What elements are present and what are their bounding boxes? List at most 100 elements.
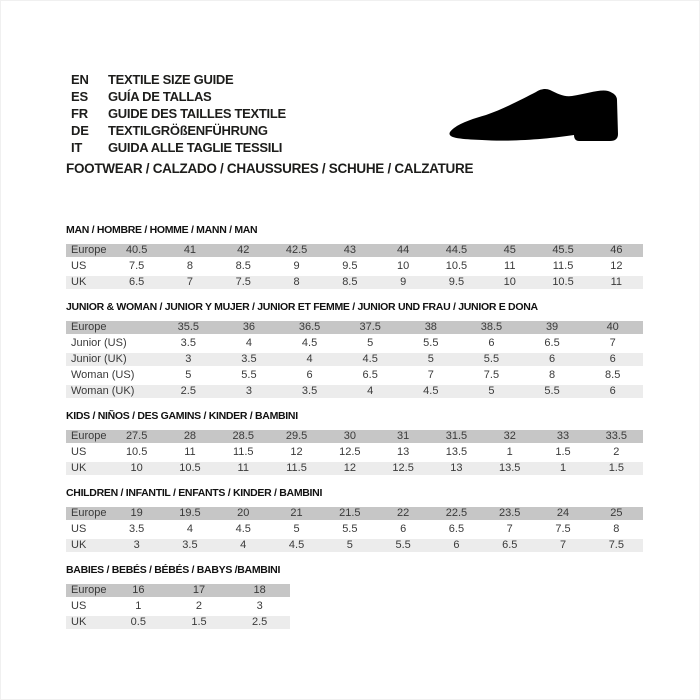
size-cell: 7: [483, 523, 537, 536]
table-row: UK 3 3.5 4 4.5 5 5.5 6 6.5 7 7.5: [66, 539, 643, 552]
size-cell: 44: [376, 244, 430, 257]
size-cell: 9.5: [429, 276, 484, 289]
row-label: Woman (US): [66, 369, 158, 382]
size-cell: 27.5: [110, 430, 164, 443]
size-cell: 9: [269, 260, 324, 273]
size-cell: 13: [376, 446, 430, 459]
section-title-junior-woman: JUNIOR & WOMAN / JUNIOR Y MUJER / JUNIOR…: [66, 301, 538, 313]
size-cell: 6: [279, 369, 340, 382]
row-label: Europe: [66, 507, 110, 520]
size-cell: 4: [216, 539, 270, 552]
size-cell: 42.5: [269, 244, 324, 257]
lang-text: TEXTILGRÖßENFÜHRUNG: [108, 123, 268, 138]
size-cell: 33.5: [589, 430, 643, 443]
section-babies: BABIES / BEBÉS / BÉBÉS / BABYS /BAMBINI …: [66, 564, 699, 632]
row-label: US: [66, 446, 110, 459]
size-cell: 5.5: [323, 523, 377, 536]
table-row: UK 0.5 1.5 2.5: [66, 616, 290, 629]
size-cell: 21.5: [323, 507, 377, 520]
row-label: Junior (UK): [66, 353, 158, 366]
size-cell: 25: [589, 507, 643, 520]
size-cell: 6: [376, 523, 430, 536]
section-title-babies: BABIES / BEBÉS / BÉBÉS / BABYS /BAMBINI: [66, 564, 281, 576]
size-cell: 4.5: [216, 523, 270, 536]
size-cell: 5: [339, 337, 401, 350]
size-cell: 30: [323, 430, 377, 443]
lang-code: ES: [71, 89, 88, 104]
size-cell: 1: [108, 600, 169, 613]
size-cell: 2.5: [158, 385, 219, 398]
table-row: Europe 40.5 41 42 42.5 43 44 44.5 45 45.5 46: [66, 244, 643, 257]
size-cell: 7: [582, 337, 643, 350]
size-cell: 2.5: [229, 616, 290, 629]
section-title-children: CHILDREN / INFANTIL / ENFANTS / KINDER /…: [66, 487, 323, 499]
size-cell: 5: [269, 523, 324, 536]
lang-text: GUIDA ALLE TAGLIE TESSILI: [108, 140, 283, 155]
size-cell: 37.5: [339, 321, 401, 334]
lang-row-en: EN TEXTILE SIZE GUIDE: [71, 71, 699, 88]
size-cell: 38.5: [461, 321, 522, 334]
lang-row-es: ES GUÍA DE TALLAS: [71, 88, 699, 105]
size-cell: 45: [483, 244, 537, 257]
size-cell: 1.5: [536, 446, 590, 459]
lang-row-it: IT GUIDA ALLE TAGLIE TESSILI: [71, 139, 699, 156]
size-cell: 5.5: [218, 369, 280, 382]
row-label: UK: [66, 462, 110, 475]
lang-text: TEXTILE SIZE GUIDE: [108, 72, 234, 87]
lang-code: DE: [71, 123, 89, 138]
table-row: Junior (US) 3.5 4 4.5 5 5.5 6 6.5 7: [66, 337, 643, 350]
size-cell: 1.5: [168, 616, 230, 629]
row-label: UK: [66, 616, 108, 629]
size-cell: 22.5: [429, 507, 484, 520]
size-cell: 16: [108, 584, 169, 597]
size-table-man: Europe 40.5 41 42 42.5 43 44 44.5 45 45.5 46 US 7.5 8…: [66, 241, 643, 292]
language-header: EN TEXTILE SIZE GUIDE ES GUÍA DE TALLAS FR…: [71, 1, 699, 156]
size-cell: 9: [376, 276, 430, 289]
row-label: US: [66, 600, 108, 613]
size-cell: 8: [163, 260, 217, 273]
size-cell: 12.5: [323, 446, 377, 459]
size-cell: 10.5: [429, 260, 484, 273]
size-cell: 4.5: [400, 385, 462, 398]
size-table-babies: Europe 16 17 18 US 1 2 3 UK 0.5 1.5 2.5: [66, 581, 290, 632]
section-man: MAN / HOMBRE / HOMME / MANN / MAN Europe…: [66, 224, 699, 292]
size-cell: 12: [589, 260, 643, 273]
size-cell: 11: [216, 462, 270, 475]
table-row: US 7.5 8 8.5 9 9.5 10 10.5 11 11.5 12: [66, 260, 643, 273]
size-cell: 6.5: [483, 539, 537, 552]
size-cell: 7: [400, 369, 462, 382]
size-cell: 42: [216, 244, 270, 257]
size-cell: 3.5: [279, 385, 340, 398]
size-cell: 28: [163, 430, 217, 443]
size-cell: 10: [110, 462, 164, 475]
size-cell: 6: [582, 353, 643, 366]
section-junior-woman: JUNIOR & WOMAN / JUNIOR Y MUJER / JUNIOR…: [66, 301, 699, 401]
lang-text: GUIDE DES TAILLES TEXTILE: [108, 106, 286, 121]
size-cell: 31: [376, 430, 430, 443]
size-cell: 5.5: [400, 337, 462, 350]
size-cell: 5.5: [461, 353, 522, 366]
size-cell: 40.5: [110, 244, 164, 257]
size-cell: 8: [589, 523, 643, 536]
lang-text: GUÍA DE TALLAS: [108, 89, 212, 104]
footwear-category-title: FOOTWEAR / CALZADO / CHAUSSURES / SCHUHE…: [66, 161, 474, 176]
size-cell: 7.5: [110, 260, 164, 273]
size-cell: 4.5: [339, 353, 401, 366]
lang-code: IT: [71, 140, 83, 155]
size-cell: 19.5: [163, 507, 217, 520]
lang-row-de: DE TEXTILGRÖßENFÜHRUNG: [71, 122, 699, 139]
section-title-man: MAN / HOMBRE / HOMME / MANN / MAN: [66, 224, 258, 236]
size-cell: 13.5: [483, 462, 537, 475]
size-cell: 39: [521, 321, 583, 334]
size-cell: 11: [163, 446, 217, 459]
size-cell: 24: [536, 507, 590, 520]
size-cell: 4: [218, 337, 280, 350]
size-cell: 36: [218, 321, 280, 334]
size-cell: 38: [400, 321, 462, 334]
size-cell: 17: [168, 584, 230, 597]
size-cell: 21: [269, 507, 324, 520]
size-cell: 3.5: [158, 337, 219, 350]
size-cell: 6.5: [521, 337, 583, 350]
size-cell: 33: [536, 430, 590, 443]
section-title-kids: KIDS / NIÑOS / DES GAMINS / KINDER / BAM…: [66, 410, 298, 422]
